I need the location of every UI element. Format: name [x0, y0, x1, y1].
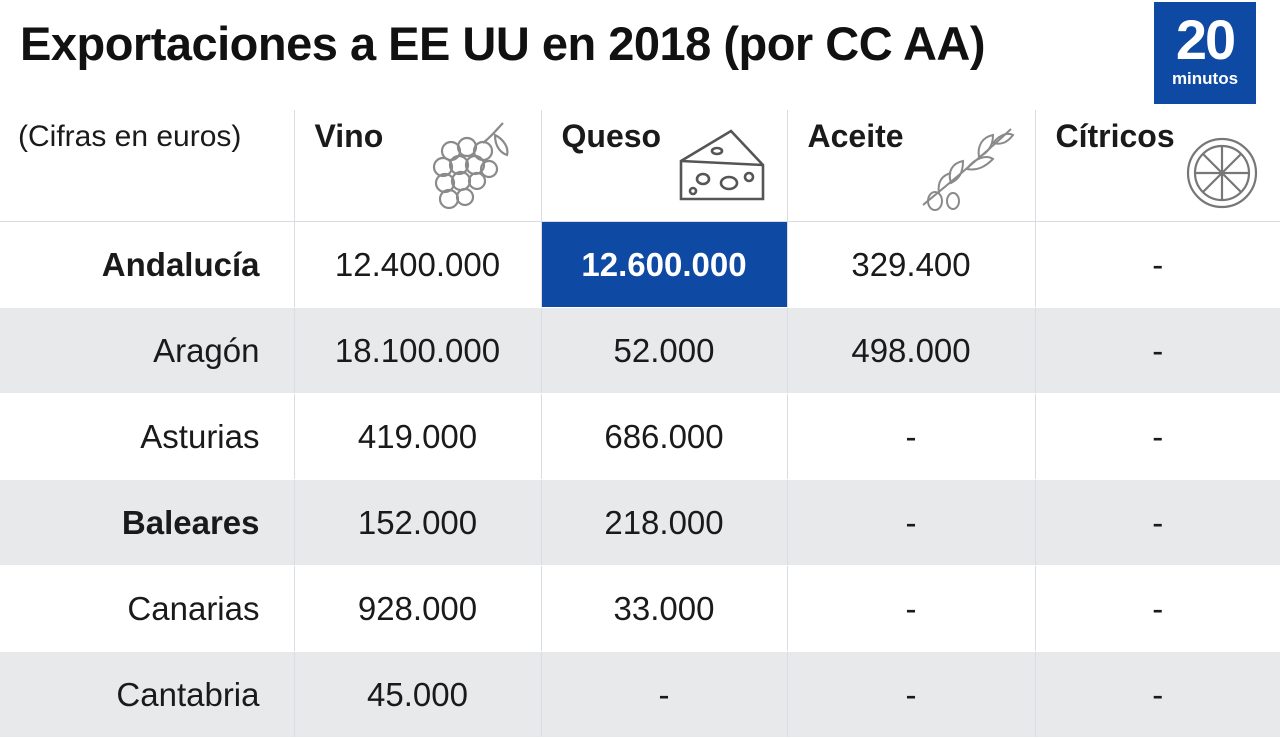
unit-note-cell: (Cifras en euros)	[0, 110, 294, 222]
region-cell: Aragón	[0, 307, 294, 394]
value-cell: 33.000	[540, 565, 787, 652]
column-header-vino: Vino	[293, 110, 541, 222]
region-cell: Cantabria	[0, 651, 294, 738]
table-header-row: (Cifras en euros) Vino Queso	[0, 110, 1280, 222]
value-cell: -	[786, 651, 1035, 738]
table-body: Andalucía 12.400.000 12.600.000 329.400- Ara…	[0, 221, 1280, 738]
column-header-queso: Queso	[540, 110, 787, 222]
value-cell: 12.600.000	[540, 221, 787, 308]
value-cell: -	[786, 565, 1035, 652]
cheese-icon	[679, 129, 764, 201]
value-cell: 18.100.000	[293, 307, 541, 394]
region-cell: Asturias	[0, 393, 294, 480]
olive-branch-icon	[921, 128, 1015, 211]
table-row: Aragón 18.100.000 52.000 498.000-	[0, 307, 1280, 394]
value-cell: 419.000	[293, 393, 541, 480]
value-cell: 218.000	[540, 479, 787, 566]
value-cell: -	[540, 651, 787, 738]
value-cell: 152.000	[293, 479, 541, 566]
value-cell: -	[1034, 221, 1280, 308]
column-label: Queso	[561, 118, 662, 154]
column-label: Vino	[314, 118, 384, 154]
column-header-citricos: Cítricos	[1034, 110, 1280, 222]
unit-note: (Cifras en euros)	[18, 120, 242, 153]
citrus-icon	[1186, 137, 1258, 209]
region-cell: Canarias	[0, 565, 294, 652]
exports-table: (Cifras en euros) Vino Queso	[0, 110, 1280, 738]
value-cell: -	[1034, 393, 1280, 480]
table-row: Baleares 152.000 218.000- -	[0, 479, 1280, 566]
value-cell: -	[786, 393, 1035, 480]
value-cell: -	[1034, 565, 1280, 652]
value-cell: 329.400	[786, 221, 1035, 308]
logo-word: minutos	[1171, 69, 1239, 88]
brand-logo: 20 minutos	[1154, 2, 1256, 104]
page-title: Exportaciones a EE UU en 2018 (por CC AA…	[20, 17, 986, 70]
grapes-icon	[432, 122, 508, 210]
value-cell: 12.400.000	[293, 221, 541, 308]
value-cell: 928.000	[293, 565, 541, 652]
region-cell: Andalucía	[0, 221, 294, 308]
table-row: Andalucía 12.400.000 12.600.000 329.400-	[0, 221, 1280, 308]
table-row: Canarias 928.000 33.000- -	[0, 565, 1280, 652]
column-label: Aceite	[807, 118, 904, 154]
value-cell: -	[1034, 307, 1280, 394]
value-cell: 498.000	[786, 307, 1035, 394]
logo-number: 20	[1175, 8, 1236, 71]
value-cell: -	[1034, 651, 1280, 738]
column-label: Cítricos	[1055, 118, 1175, 154]
table-row: Asturias 419.000 686.000- -	[0, 393, 1280, 480]
value-cell: 52.000	[540, 307, 787, 394]
table-row: Cantabria 45.000- - -	[0, 651, 1280, 738]
region-cell: Baleares	[0, 479, 294, 566]
value-cell: 45.000	[293, 651, 541, 738]
value-cell: -	[1034, 479, 1280, 566]
value-cell: -	[786, 479, 1035, 566]
value-cell: 686.000	[540, 393, 787, 480]
column-header-aceite: Aceite	[786, 110, 1035, 222]
